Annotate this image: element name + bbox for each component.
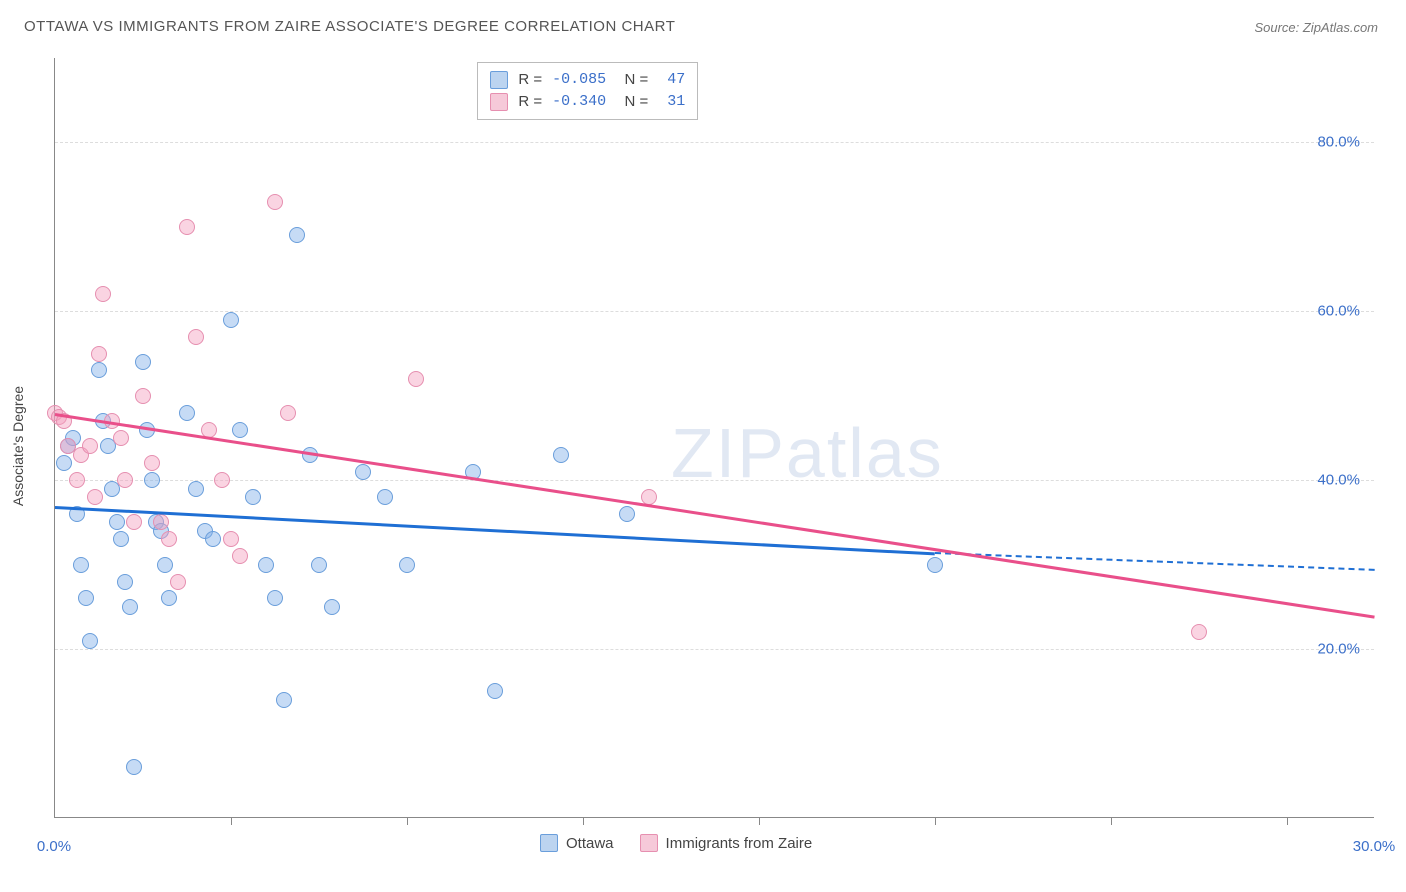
stats-row: R = -0.085 N = 47 xyxy=(490,69,685,91)
scatter-point xyxy=(399,557,415,573)
scatter-point xyxy=(377,489,393,505)
scatter-point xyxy=(267,194,283,210)
scatter-point xyxy=(117,574,133,590)
scatter-point xyxy=(179,405,195,421)
stats-r-label: R = xyxy=(518,69,542,91)
gridline xyxy=(55,480,1374,481)
scatter-point xyxy=(161,531,177,547)
x-tick xyxy=(1287,817,1288,825)
y-axis-label: Associate's Degree xyxy=(10,386,26,506)
stats-n-value: 31 xyxy=(658,91,685,113)
scatter-point xyxy=(355,464,371,480)
x-tick xyxy=(407,817,408,825)
stats-r-value: -0.085 xyxy=(552,69,606,91)
gridline xyxy=(55,142,1374,143)
bottom-legend: Ottawa Immigrants from Zaire xyxy=(540,834,812,852)
legend-label: Ottawa xyxy=(566,835,614,852)
legend-item: Ottawa xyxy=(540,834,614,852)
y-tick-label: 40.0% xyxy=(1317,472,1360,489)
y-tick-label: 20.0% xyxy=(1317,641,1360,658)
scatter-point xyxy=(126,759,142,775)
scatter-point xyxy=(113,430,129,446)
scatter-point xyxy=(324,599,340,615)
scatter-point xyxy=(311,557,327,573)
x-tick-label: 0.0% xyxy=(37,838,71,855)
scatter-point xyxy=(73,557,89,573)
scatter-point xyxy=(157,557,173,573)
stats-row: R = -0.340 N = 31 xyxy=(490,91,685,113)
scatter-point xyxy=(109,514,125,530)
trend-line xyxy=(55,413,1375,618)
scatter-point xyxy=(56,455,72,471)
stats-n-label: N = xyxy=(616,69,648,91)
x-tick xyxy=(759,817,760,825)
scatter-point xyxy=(179,219,195,235)
scatter-point xyxy=(280,405,296,421)
x-tick xyxy=(583,817,584,825)
stats-legend-box: R = -0.085 N = 47 R = -0.340 N = 31 xyxy=(477,62,698,120)
scatter-point xyxy=(927,557,943,573)
gridline xyxy=(55,311,1374,312)
scatter-point xyxy=(144,472,160,488)
scatter-point xyxy=(232,548,248,564)
scatter-point xyxy=(122,599,138,615)
gridline xyxy=(55,649,1374,650)
legend-swatch xyxy=(490,71,508,89)
plot-area: 20.0%40.0%60.0%80.0%ZIPatlasR =-0.085 N … xyxy=(54,58,1374,818)
scatter-point xyxy=(289,227,305,243)
legend-label: Immigrants from Zaire xyxy=(666,835,813,852)
scatter-point xyxy=(1191,624,1207,640)
scatter-point xyxy=(619,506,635,522)
scatter-point xyxy=(126,514,142,530)
scatter-point xyxy=(113,531,129,547)
trend-line xyxy=(935,552,1375,571)
scatter-point xyxy=(487,683,503,699)
stats-r-value: -0.340 xyxy=(552,91,606,113)
scatter-point xyxy=(153,514,169,530)
scatter-point xyxy=(223,312,239,328)
scatter-point xyxy=(95,286,111,302)
scatter-point xyxy=(232,422,248,438)
scatter-point xyxy=(214,472,230,488)
scatter-point xyxy=(170,574,186,590)
legend-swatch xyxy=(640,834,658,852)
scatter-point xyxy=(161,590,177,606)
scatter-point xyxy=(135,354,151,370)
scatter-point xyxy=(245,489,261,505)
x-tick xyxy=(231,817,232,825)
x-tick-label: 30.0% xyxy=(1353,838,1396,855)
scatter-point xyxy=(276,692,292,708)
scatter-point xyxy=(87,489,103,505)
stats-n-value: 47 xyxy=(658,69,685,91)
stats-n-label: N = xyxy=(616,91,648,113)
y-tick-label: 80.0% xyxy=(1317,134,1360,151)
legend-swatch xyxy=(490,93,508,111)
scatter-point xyxy=(408,371,424,387)
scatter-point xyxy=(82,633,98,649)
legend-item: Immigrants from Zaire xyxy=(640,834,813,852)
scatter-point xyxy=(188,329,204,345)
scatter-point xyxy=(82,438,98,454)
y-tick-label: 60.0% xyxy=(1317,303,1360,320)
x-tick xyxy=(1111,817,1112,825)
scatter-point xyxy=(188,481,204,497)
scatter-point xyxy=(117,472,133,488)
scatter-point xyxy=(205,531,221,547)
x-tick xyxy=(935,817,936,825)
scatter-point xyxy=(258,557,274,573)
scatter-point xyxy=(267,590,283,606)
scatter-point xyxy=(223,531,239,547)
scatter-point xyxy=(144,455,160,471)
scatter-point xyxy=(69,472,85,488)
scatter-point xyxy=(91,346,107,362)
stats-r-label: R = xyxy=(518,91,542,113)
scatter-point xyxy=(91,362,107,378)
scatter-point xyxy=(78,590,94,606)
source-attribution: Source: ZipAtlas.com xyxy=(1254,20,1378,35)
chart-title: OTTAWA VS IMMIGRANTS FROM ZAIRE ASSOCIAT… xyxy=(24,18,675,35)
scatter-point xyxy=(135,388,151,404)
legend-swatch xyxy=(540,834,558,852)
scatter-point xyxy=(553,447,569,463)
